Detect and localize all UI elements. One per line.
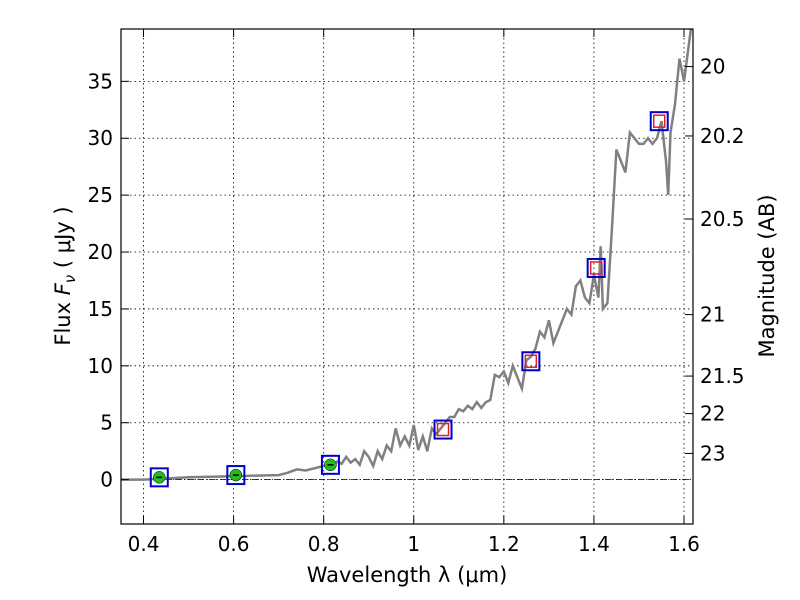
photometry-markers — [149, 111, 669, 488]
x-axis-title: Wavelength λ (μm) — [307, 563, 508, 587]
plot-area — [121, 29, 693, 488]
photometry-box — [226, 465, 246, 486]
y-axis-title-subscript: ν — [61, 275, 79, 283]
photometry-box — [586, 257, 606, 278]
x-tick-label: 0.6 — [218, 532, 250, 556]
y-axis-title-post: ( μJy ) — [51, 206, 75, 274]
spectrum-line — [121, 29, 693, 481]
y-axis-title-pre: Flux — [51, 295, 75, 345]
photometry-box — [649, 111, 669, 132]
model-box — [652, 114, 666, 128]
y2-axis-ticks: 20 20.2 20.5 21 21.5 22 23 — [685, 55, 745, 465]
plot-frame — [120, 28, 694, 525]
y2-tick-label: 20 — [700, 55, 725, 79]
y-tick-label: 35 — [88, 69, 113, 93]
model-box — [589, 261, 603, 275]
x-tick-label: 0.4 — [128, 532, 160, 556]
x-tick-label: 1 — [407, 532, 420, 556]
photometry-box — [149, 467, 169, 488]
y2-axis-title: Magnitude (AB) — [755, 194, 779, 357]
y2-tick-label: 23 — [700, 441, 725, 465]
x-tick-label: 1.4 — [578, 532, 610, 556]
y-tick-label: 25 — [88, 183, 113, 207]
x-tick-label: 1.2 — [488, 532, 520, 556]
y2-tick-label: 20.5 — [700, 207, 745, 231]
grid-lines — [121, 29, 693, 524]
y-axis-title-symbol: F — [51, 282, 75, 295]
x-tick-label: 0.8 — [308, 532, 340, 556]
y-tick-label: 30 — [88, 126, 113, 150]
x-tick-label: 1.6 — [668, 532, 700, 556]
y-tick-label: 0 — [100, 468, 113, 492]
y-tick-label: 15 — [88, 297, 113, 321]
x-axis-ticks: 0.4 0.6 0.8 1 1.2 1.4 1.6 — [128, 29, 700, 556]
model-box — [436, 422, 450, 437]
photometry-box — [320, 454, 340, 475]
y2-tick-label: 21 — [700, 303, 725, 327]
model-box — [524, 354, 538, 369]
y-tick-label: 20 — [88, 240, 113, 264]
y-axis-title: Flux Fν ( μJy ) — [51, 206, 79, 345]
y-axis-ticks: 0 5 10 15 20 25 30 35 — [88, 69, 129, 492]
y-tick-label: 5 — [100, 411, 113, 435]
y2-tick-label: 21.5 — [700, 364, 745, 388]
y2-tick-label: 22 — [700, 402, 725, 426]
photometry-box — [433, 419, 453, 440]
y-tick-label: 10 — [88, 354, 113, 378]
photometry-box — [521, 351, 541, 372]
y2-tick-label: 20.2 — [700, 124, 745, 148]
